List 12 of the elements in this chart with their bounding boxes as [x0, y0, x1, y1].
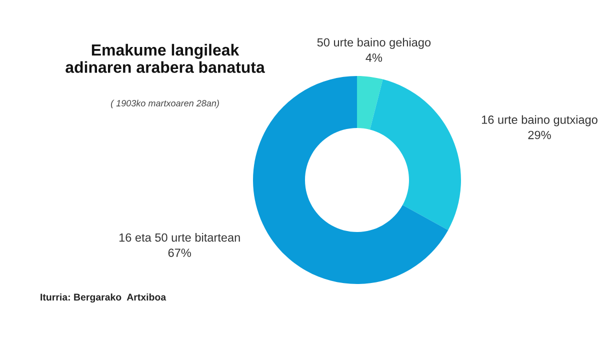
- slice-label: 16 eta 50 urte bitartean: [119, 233, 240, 242]
- donut-slice: [370, 79, 461, 230]
- data-label: 29%: [528, 130, 551, 140]
- slice-label: 16 urte baino gutxiago: [482, 115, 598, 126]
- text: ( 1903ko martxoaren 28an): [110, 100, 219, 108]
- donut-slice: [357, 76, 383, 130]
- text: Emakume langileak adinaren arabera banatuta: [66, 44, 265, 73]
- text: Iturria: Bergarako Artxiboa: [40, 293, 166, 303]
- data-label: 4%: [366, 54, 382, 62]
- slice-label: 50 urte baino gehiago: [317, 38, 431, 49]
- donut-slice: [253, 76, 448, 284]
- data-label: 67%: [168, 248, 191, 257]
